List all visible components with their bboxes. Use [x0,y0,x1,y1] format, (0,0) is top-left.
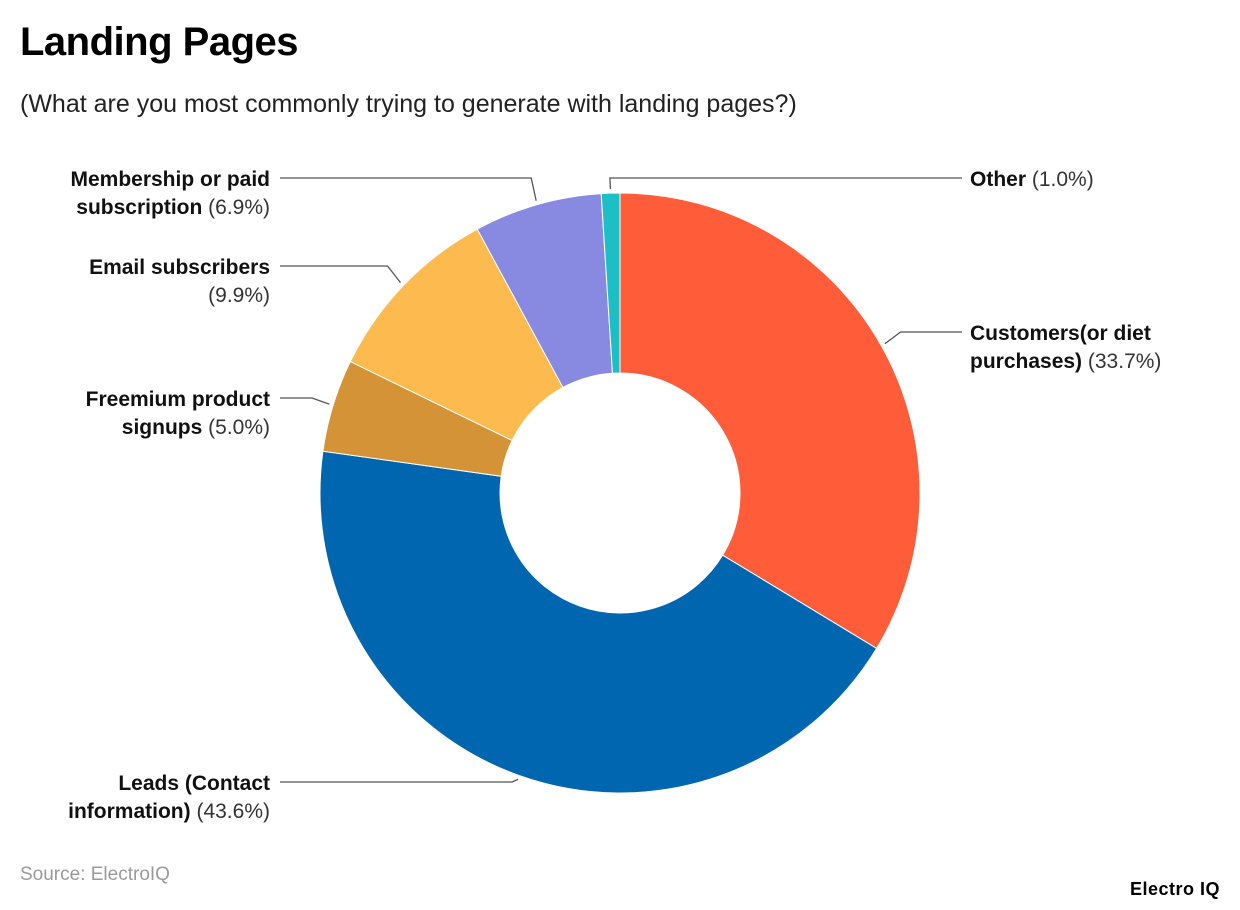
label-name-line: Email subscribers [89,256,270,279]
label-name-line: Membership or paid [70,168,270,191]
label-name-line: Other [970,168,1026,191]
label-value: (33.7%) [1082,350,1161,373]
leader-line-customers-or-diet-purchases [884,331,962,345]
leader-line-leads-contact-information [280,778,519,783]
label-leads-contact-information: Leads (Contact information) (43.6%) [68,772,270,823]
label-name-line: signups [122,416,203,439]
label-email-subscribers: Email subscribers (9.9%) [89,256,270,307]
label-leader-lines [280,177,962,783]
chart-subtitle: (What are you most commonly trying to ge… [20,90,797,118]
label-membership-or-paid-subscription: Membership or paid subscription (6.9%) [70,168,270,219]
brand-logo: Electro IQ [1129,879,1220,899]
label-name-line: subscription [76,196,202,219]
label-name-line: Freemium product [86,388,270,411]
label-name-line: Leads (Contact [118,772,270,795]
label-other: Other (1.0%) [970,168,1094,191]
slice-customers-or-diet-purchases [619,192,921,650]
chart-title: Landing Pages [20,20,299,64]
source-note: Source: ElectroIQ [20,864,170,885]
label-name-line: Customers(or diet [970,322,1151,345]
slice-labels: Customers(or diet purchases) (33.7%) Leads… [68,168,1161,823]
label-value: (9.9%) [208,284,270,307]
label-name-line: purchases) [970,350,1082,373]
label-name-line: information) [68,800,190,823]
leader-line-membership-or-paid-subscription [280,177,537,201]
label-value: (6.9%) [202,196,270,219]
label-value: (1.0%) [1026,168,1094,191]
label-value: (5.0%) [202,416,270,439]
label-customers-or-diet-purchases: Customers(or diet purchases) (33.7%) [970,322,1161,373]
leader-line-email-subscribers [280,265,402,284]
label-freemium-product-signups: Freemium product signups (5.0%) [86,388,270,439]
label-value: (43.6%) [191,800,270,823]
slice-other [600,192,621,374]
leader-line-other [609,177,962,190]
slice-leads-contact-information [319,450,878,794]
leader-line-freemium-product-signups [280,397,330,405]
donut-slices [319,192,921,794]
